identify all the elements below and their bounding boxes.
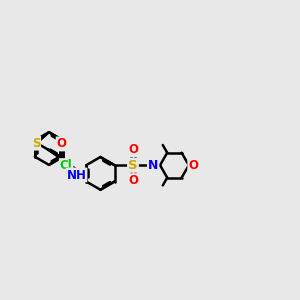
- Text: O: O: [128, 143, 138, 156]
- Text: N: N: [148, 159, 158, 172]
- Text: O: O: [57, 137, 67, 150]
- Text: NH: NH: [67, 169, 86, 182]
- Text: O: O: [128, 174, 138, 187]
- Text: S: S: [32, 136, 40, 150]
- Text: S: S: [128, 159, 138, 172]
- Text: Cl: Cl: [60, 159, 73, 172]
- Text: O: O: [188, 159, 198, 172]
